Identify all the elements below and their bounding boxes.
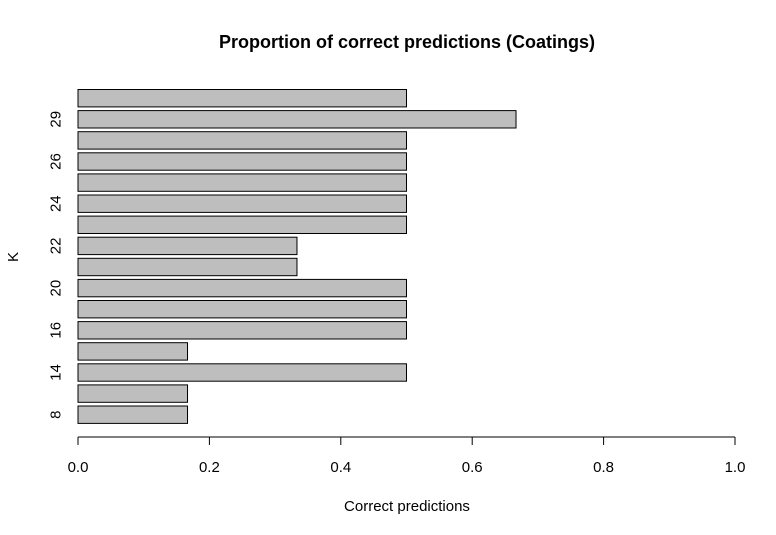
x-axis: 0.0 0.2 0.4 0.6 0.8 1.0 [68, 436, 746, 476]
bar [77, 215, 407, 235]
y-tick-label: 20 [47, 280, 64, 297]
x-tick-label: 0.8 [593, 459, 614, 476]
y-tick-label: 29 [47, 111, 64, 128]
bar [77, 405, 189, 424]
x-tick-label: 0.4 [330, 459, 351, 476]
bar [77, 300, 407, 319]
y-tick-label: 26 [47, 153, 64, 170]
y-tick-label: 8 [47, 411, 64, 419]
x-tick-label: 0.0 [68, 459, 89, 476]
y-tick-label: 24 [47, 195, 64, 212]
bar [77, 363, 407, 382]
y-axis: 8 14 16 20 22 24 26 29 [47, 111, 64, 419]
y-tick-label: 22 [47, 238, 64, 255]
bar [77, 321, 407, 340]
bar [77, 236, 298, 256]
bar [77, 257, 298, 277]
y-tick-label: 14 [47, 364, 64, 381]
x-axis-label: Correct predictions [344, 498, 470, 515]
bar [77, 278, 407, 298]
bars-group [77, 89, 517, 424]
bar [77, 131, 407, 150]
bar [77, 173, 407, 192]
x-tick-label: 1.0 [725, 459, 746, 476]
y-tick-label: 16 [47, 322, 64, 339]
x-tick-label: 0.6 [462, 459, 483, 476]
chart-title: Proportion of correct predictions (Coati… [219, 32, 595, 52]
bar [77, 342, 189, 361]
bar [77, 89, 407, 108]
bar [77, 110, 517, 129]
y-axis-label: K [5, 252, 22, 262]
bar [77, 152, 407, 171]
bar [77, 194, 407, 213]
bar [77, 384, 189, 403]
x-tick-label: 0.2 [199, 459, 220, 476]
